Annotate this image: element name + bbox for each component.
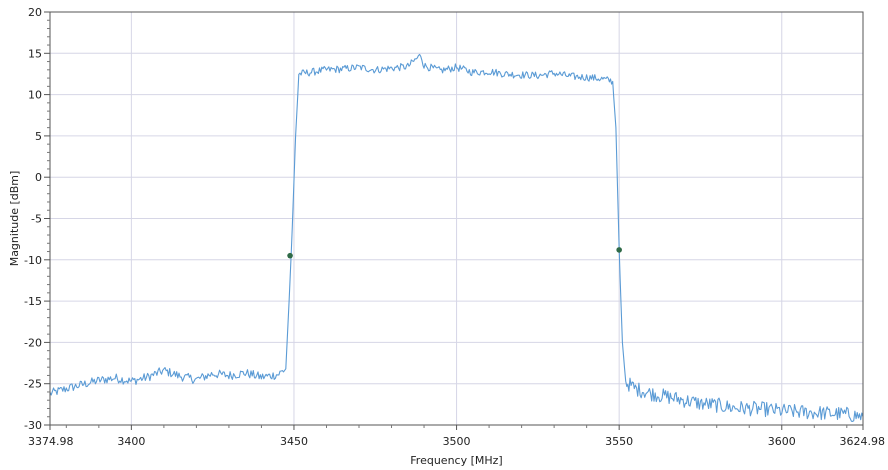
x-tick-label: 3550 bbox=[605, 435, 633, 448]
y-tick-label: 10 bbox=[28, 89, 42, 102]
y-tick-label: 20 bbox=[28, 6, 42, 19]
y-axis: 20 15 10 5 0 -5 -10 -15 -20 -25 -30 bbox=[24, 6, 50, 432]
y-tick-label: 5 bbox=[35, 130, 42, 143]
y-tick-label: -5 bbox=[31, 213, 42, 226]
marker-layer bbox=[287, 247, 622, 259]
y-tick-label: -20 bbox=[24, 336, 42, 349]
x-axis-title: Frequency [MHz] bbox=[410, 454, 502, 467]
x-tick-label: 3450 bbox=[280, 435, 308, 448]
marker-point[interactable] bbox=[287, 252, 293, 259]
y-tick-label: -10 bbox=[24, 254, 42, 267]
x-tick-label: 3600 bbox=[768, 435, 796, 448]
y-tick-label: -15 bbox=[24, 295, 42, 308]
y-tick-label: 15 bbox=[28, 47, 42, 60]
spectrum-trace bbox=[49, 53, 864, 422]
y-tick-label: -30 bbox=[24, 419, 42, 432]
x-tick-label: 3400 bbox=[117, 435, 145, 448]
y-tick-label: -25 bbox=[24, 378, 42, 391]
trace-layer bbox=[49, 53, 864, 422]
x-tick-label: 3624.98 bbox=[840, 435, 886, 448]
x-tick-label: 3500 bbox=[443, 435, 471, 448]
x-axis: 3374.98 3400 3450 3500 3550 3600 3624.98 bbox=[28, 425, 885, 448]
marker-point[interactable] bbox=[616, 247, 622, 253]
y-tick-label: 0 bbox=[35, 171, 42, 184]
y-axis-title: Magnitude [dBm] bbox=[8, 171, 21, 267]
x-tick-label: 3374.98 bbox=[28, 435, 74, 448]
